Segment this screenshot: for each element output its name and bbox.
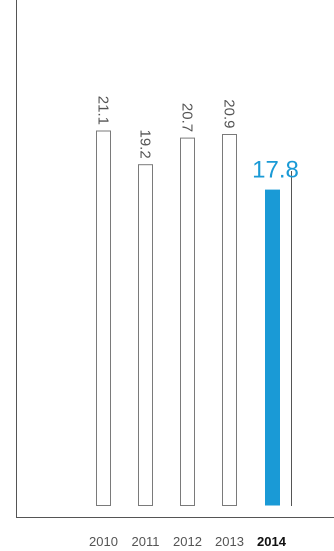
value-label-2010: 21.1 (95, 96, 112, 125)
tick-label-2011: 2011 (132, 534, 160, 549)
tick-label-2014: 2014 (257, 534, 287, 549)
value-label-2012: 20.7 (179, 103, 196, 132)
tick-label-2010: 2010 (89, 534, 118, 549)
tick-label-2013: 2013 (215, 534, 244, 549)
bar-2011 (138, 164, 153, 506)
bars-group (96, 130, 280, 506)
value-label-2014: 17.8 (252, 157, 299, 184)
bar-2012 (180, 137, 195, 506)
bar-2014 (265, 189, 280, 506)
value-label-2011: 19.2 (137, 129, 154, 158)
tick-labels-group: 2010 2011 2012 2013 2014 (89, 534, 287, 549)
bar-2010 (96, 130, 111, 506)
tick-label-2012: 2012 (173, 534, 202, 549)
value-label-2013: 20.9 (221, 99, 238, 128)
bar-2013 (222, 134, 237, 506)
value-labels-group: 21.1 19.2 20.7 20.9 17.8 (95, 96, 299, 184)
